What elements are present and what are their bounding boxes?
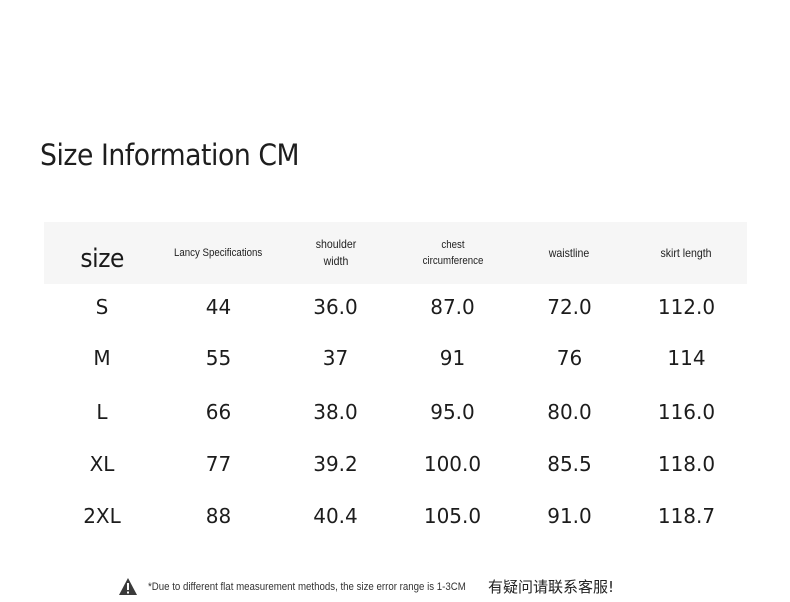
- cell-waist: 85.5: [547, 452, 592, 476]
- size-table: size Lancy Specifications shoulder width…: [44, 222, 747, 542]
- cell-chest: 87.0: [430, 295, 475, 319]
- cell-size: M: [93, 346, 111, 370]
- cell-shoulder: 36.0: [313, 295, 358, 319]
- table-row: L 66 38.0 95.0 80.0 116.0: [44, 386, 747, 438]
- table-row: 2XL 88 40.4 105.0 91.0 118.7: [44, 490, 747, 542]
- header-waistline: waistline: [549, 245, 590, 260]
- cell-lancy: 44: [205, 295, 232, 319]
- cell-size: L: [96, 400, 108, 424]
- cell-lancy: 77: [205, 452, 232, 476]
- footnote-text-cn: 有疑问请联系客服!: [488, 578, 615, 596]
- cell-waist: 72.0: [547, 295, 592, 319]
- header-size: size: [80, 243, 124, 274]
- cell-size: XL: [89, 452, 115, 476]
- cell-chest: 95.0: [430, 400, 475, 424]
- cell-shoulder: 38.0: [313, 400, 358, 424]
- cell-skirt: 118.7: [657, 504, 716, 528]
- cell-lancy: 88: [205, 504, 232, 528]
- footnote: *Due to different flat measurement metho…: [118, 575, 614, 598]
- table-header-row: size Lancy Specifications shoulder width…: [44, 222, 747, 284]
- cell-shoulder: 39.2: [313, 452, 358, 476]
- cell-shoulder: 37: [322, 346, 349, 370]
- table-row: S 44 36.0 87.0 72.0 112.0: [44, 284, 747, 330]
- cell-skirt: 114: [667, 346, 706, 370]
- cell-shoulder: 40.4: [313, 504, 358, 528]
- cell-waist: 76: [556, 346, 583, 370]
- table-row: M 55 37 91 76 114: [44, 330, 747, 386]
- cell-lancy: 66: [205, 400, 232, 424]
- header-chest-circumference: chest circumference: [422, 239, 483, 267]
- cell-chest: 100.0: [423, 452, 482, 476]
- header-lancy-specifications: Lancy Specifications: [174, 247, 263, 259]
- cell-chest: 91: [439, 346, 466, 370]
- header-shoulder-width: shoulder width: [315, 237, 356, 268]
- table-row: XL 77 39.2 100.0 85.5 118.0: [44, 438, 747, 490]
- cell-waist: 91.0: [547, 504, 592, 528]
- cell-lancy: 55: [205, 346, 232, 370]
- page-title: Size Information CM: [40, 138, 300, 172]
- cell-waist: 80.0: [547, 400, 592, 424]
- cell-skirt: 116.0: [657, 400, 716, 424]
- cell-skirt: 118.0: [657, 452, 716, 476]
- cell-chest: 105.0: [423, 504, 482, 528]
- header-skirt-length: skirt length: [660, 245, 713, 260]
- cell-skirt: 112.0: [657, 295, 716, 319]
- cell-size: 2XL: [83, 504, 121, 528]
- cell-size: S: [95, 295, 109, 319]
- warning-icon: [118, 577, 138, 597]
- footnote-text: *Due to different flat measurement metho…: [148, 580, 466, 593]
